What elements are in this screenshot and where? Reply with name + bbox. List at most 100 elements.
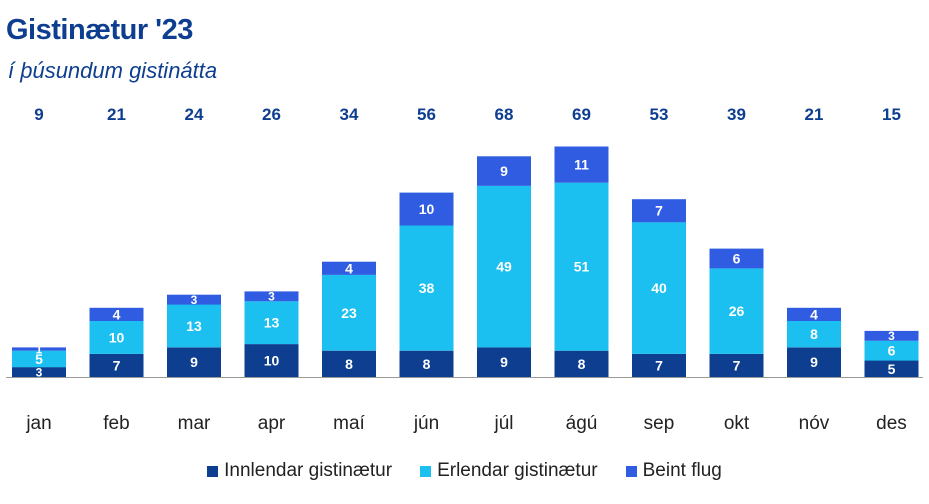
data-label-direct: 10 — [419, 201, 435, 217]
bar-segment-foreign — [89, 321, 144, 354]
bar-segment-domestic — [632, 353, 686, 377]
data-label-direct: 3 — [888, 329, 895, 343]
bar-segment-domestic — [709, 353, 764, 377]
total-label: 15 — [882, 105, 901, 124]
category-label: ágú — [566, 413, 598, 434]
total-label: 26 — [262, 105, 281, 124]
total-label: 56 — [417, 105, 436, 124]
data-label-foreign: 6 — [888, 343, 896, 359]
legend-label-foreign: Erlendar gistinætur — [437, 460, 598, 481]
data-label-direct: 9 — [500, 163, 508, 179]
data-label-direct: 11 — [574, 157, 589, 173]
category-label: okt — [724, 413, 750, 434]
bar-segment-domestic — [89, 353, 144, 377]
bar-segment-foreign — [554, 182, 609, 351]
category-label: apr — [258, 413, 286, 434]
bar-segment-direct — [477, 156, 531, 186]
category-label: nóv — [799, 413, 830, 434]
chart-subtitle: í þúsundum gistinátta — [8, 58, 218, 83]
bar-segment-direct — [12, 347, 66, 351]
legend-label-domestic: Innlendar gistinætur — [224, 460, 393, 481]
bar-segment-domestic — [477, 347, 531, 377]
category-label: sep — [644, 413, 675, 434]
chart-title: Gistinætur '23 — [6, 14, 193, 46]
data-label-domestic: 7 — [655, 358, 663, 374]
bar-segment-direct — [167, 294, 221, 305]
bar-segment-direct — [322, 261, 376, 275]
bar-segment-foreign — [167, 304, 221, 348]
bar-segment-direct — [632, 199, 686, 223]
data-label-domestic: 3 — [36, 365, 43, 379]
bar-segment-domestic — [244, 344, 299, 377]
data-label-domestic: 8 — [423, 356, 431, 372]
data-label-foreign: 10 — [109, 330, 125, 346]
data-label-direct: 6 — [733, 251, 741, 267]
bar-segment-domestic — [787, 347, 841, 377]
bar-segment-direct — [399, 192, 454, 226]
bar-segment-domestic — [12, 367, 66, 377]
bar-segment-domestic — [554, 350, 609, 377]
bar-segment-direct — [787, 307, 841, 321]
total-label: 53 — [650, 105, 669, 124]
bar-segment-domestic — [322, 350, 376, 377]
legend-item-direct: Beint flug — [625, 460, 722, 482]
bar-segment-foreign — [864, 340, 919, 361]
category-label: mar — [178, 413, 211, 434]
category-label: feb — [103, 413, 129, 434]
legend-label-direct: Beint flug — [642, 460, 722, 481]
data-label-direct: 4 — [810, 307, 818, 323]
data-label-direct: 1 — [36, 342, 43, 356]
bar-segment-direct — [89, 307, 144, 321]
data-label-direct: 7 — [655, 203, 663, 219]
legend-item-foreign: Erlendar gistinætur — [420, 460, 598, 482]
data-label-domestic: 9 — [190, 354, 198, 370]
data-label-foreign: 38 — [419, 280, 435, 296]
data-label-domestic: 9 — [500, 354, 508, 370]
bar-segment-foreign — [12, 350, 66, 368]
bar-segment-direct — [554, 146, 609, 183]
total-label: 39 — [727, 105, 746, 124]
data-label-foreign: 23 — [341, 305, 357, 321]
data-label-domestic: 9 — [810, 354, 818, 370]
data-label-domestic: 8 — [345, 356, 353, 372]
category-label: jan — [25, 413, 51, 434]
legend-swatch-direct — [625, 465, 637, 477]
bar-segment-direct — [709, 248, 764, 269]
total-label: 68 — [495, 105, 514, 124]
data-label-foreign: 8 — [810, 326, 818, 342]
bar-segment-direct — [864, 330, 919, 341]
bar-segment-foreign — [709, 268, 764, 354]
category-label: maí — [333, 413, 365, 434]
total-label: 21 — [107, 105, 126, 124]
legend-swatch-domestic — [207, 465, 219, 477]
total-label: 69 — [572, 105, 591, 124]
data-label-domestic: 5 — [888, 361, 896, 377]
bar-segment-domestic — [399, 350, 454, 377]
data-label-foreign: 51 — [574, 259, 590, 275]
data-label-foreign: 13 — [264, 315, 280, 331]
data-label-domestic: 7 — [733, 358, 741, 374]
data-label-foreign: 40 — [651, 280, 667, 296]
legend: Innlendar gistinætur Erlendar gistinætur… — [0, 460, 929, 482]
legend-item-domestic: Innlendar gistinætur — [207, 460, 392, 482]
data-label-foreign: 26 — [729, 303, 745, 319]
data-label-foreign: 49 — [496, 259, 512, 275]
bar-segment-foreign — [632, 222, 686, 354]
category-label: des — [876, 413, 907, 434]
data-label-direct: 4 — [113, 307, 121, 323]
data-label-direct: 3 — [268, 290, 275, 304]
bar-segment-direct — [244, 291, 299, 302]
bar-segment-foreign — [244, 301, 299, 345]
total-label: 34 — [340, 105, 359, 124]
total-label: 9 — [34, 105, 43, 124]
data-label-domestic: 10 — [264, 353, 280, 369]
category-label: jún — [413, 413, 439, 434]
bar-segment-domestic — [167, 347, 221, 377]
bar-segment-foreign — [787, 321, 841, 348]
total-label: 24 — [185, 105, 204, 124]
data-label-foreign: 13 — [186, 318, 202, 334]
total-label: 21 — [805, 105, 824, 124]
legend-swatch-foreign — [420, 465, 432, 477]
data-label-foreign: 5 — [35, 351, 43, 367]
